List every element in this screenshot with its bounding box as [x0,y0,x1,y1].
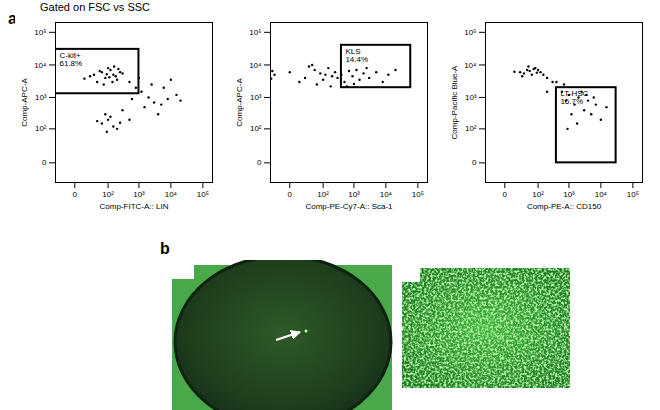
svg-text:0: 0 [73,190,78,199]
svg-text:KLS14.4%: KLS14.4% [345,47,368,64]
svg-text:Comp-APC-A: Comp-APC-A [20,78,29,127]
svg-text:10⁵: 10⁵ [249,28,261,37]
svg-text:10⁵: 10⁵ [464,28,476,37]
svg-text:0: 0 [42,158,47,167]
svg-text:Comp-PE-Cy7-A:: Sca-1: Comp-PE-Cy7-A:: Sca-1 [305,202,393,211]
svg-text:Comp-Pacific Blue-A: Comp-Pacific Blue-A [450,65,459,139]
svg-text:0: 0 [257,158,262,167]
svg-text:10⁴: 10⁴ [595,190,608,199]
svg-text:10⁵: 10⁵ [34,28,46,37]
svg-text:10³: 10³ [465,93,477,102]
svg-text:0: 0 [503,190,508,199]
svg-text:10³: 10³ [250,93,262,102]
svg-text:10³: 10³ [348,190,360,199]
svg-text:10²: 10² [102,190,114,199]
svg-text:10³: 10³ [133,190,145,199]
svg-text:10⁴: 10⁴ [380,190,393,199]
svg-text:10⁴: 10⁴ [165,190,178,199]
svg-text:10²: 10² [35,124,47,133]
svg-text:10⁵: 10⁵ [412,190,424,199]
svg-text:10²: 10² [317,190,329,199]
html-text:a: a [8,10,17,27]
svg-text:Comp-FITC-A:: LIN: Comp-FITC-A:: LIN [100,202,169,211]
svg-text:10³: 10³ [563,190,575,199]
svg-text:10⁴: 10⁴ [34,61,47,70]
svg-text:LT-HSC16.7%: LT-HSC16.7% [560,89,588,106]
svg-text:10⁵: 10⁵ [197,190,209,199]
svg-text:10²: 10² [465,124,477,133]
svg-text:Comp-APC-A: Comp-APC-A [235,78,244,127]
html-text:Gated on FSC vs SSC: Gated on FSC vs SSC [40,1,150,13]
html-text:b: b [160,240,170,257]
svg-text:10³: 10³ [35,93,47,102]
svg-text:10⁵: 10⁵ [627,190,639,199]
svg-text:C-kit+61.8%: C-kit+61.8% [60,51,83,68]
svg-text:10²: 10² [532,190,544,199]
svg-text:10⁴: 10⁴ [249,61,262,70]
svg-text:Comp-PE-A:: CD150: Comp-PE-A:: CD150 [527,202,602,211]
svg-text:10⁴: 10⁴ [464,61,477,70]
svg-text:0: 0 [472,158,477,167]
svg-text:0: 0 [288,190,293,199]
svg-text:10²: 10² [250,124,262,133]
